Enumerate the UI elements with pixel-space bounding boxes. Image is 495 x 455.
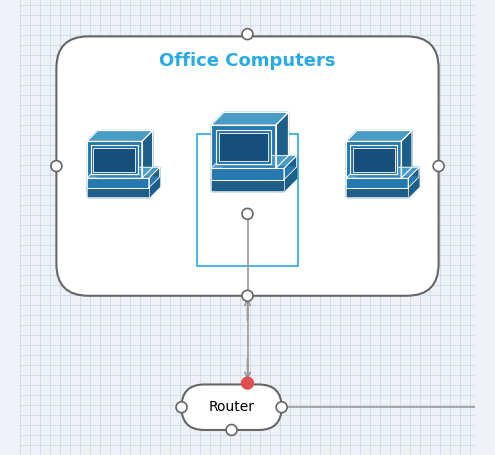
Polygon shape — [276, 112, 289, 168]
Polygon shape — [211, 168, 284, 180]
Circle shape — [433, 161, 444, 172]
Polygon shape — [87, 142, 142, 178]
Circle shape — [176, 402, 187, 413]
Polygon shape — [346, 188, 408, 197]
Polygon shape — [216, 130, 271, 164]
Polygon shape — [350, 145, 397, 174]
Polygon shape — [211, 167, 297, 180]
Polygon shape — [211, 112, 289, 125]
Polygon shape — [284, 156, 297, 180]
Circle shape — [242, 208, 253, 219]
Polygon shape — [401, 131, 412, 178]
Polygon shape — [211, 156, 297, 168]
Polygon shape — [87, 167, 159, 178]
Polygon shape — [408, 177, 419, 197]
FancyBboxPatch shape — [56, 36, 439, 296]
Polygon shape — [94, 148, 135, 172]
Polygon shape — [87, 178, 149, 188]
Circle shape — [242, 377, 253, 389]
Circle shape — [242, 29, 253, 40]
Circle shape — [242, 290, 253, 301]
Polygon shape — [353, 148, 395, 172]
Circle shape — [226, 425, 237, 435]
Polygon shape — [211, 180, 284, 191]
Polygon shape — [91, 145, 138, 174]
Polygon shape — [87, 188, 149, 197]
Text: Office Computers: Office Computers — [159, 52, 336, 71]
Polygon shape — [219, 133, 268, 161]
Circle shape — [276, 402, 287, 413]
Text: Router: Router — [208, 400, 254, 414]
Polygon shape — [346, 131, 412, 142]
Polygon shape — [87, 177, 159, 188]
Polygon shape — [346, 178, 408, 188]
Polygon shape — [149, 167, 159, 188]
Polygon shape — [346, 177, 419, 188]
Polygon shape — [346, 142, 401, 178]
Polygon shape — [87, 131, 152, 142]
FancyBboxPatch shape — [182, 384, 282, 430]
Polygon shape — [149, 177, 159, 197]
Polygon shape — [284, 167, 297, 191]
Polygon shape — [346, 167, 419, 178]
Circle shape — [51, 161, 62, 172]
Polygon shape — [408, 167, 419, 188]
Polygon shape — [211, 125, 276, 168]
Polygon shape — [142, 131, 152, 178]
